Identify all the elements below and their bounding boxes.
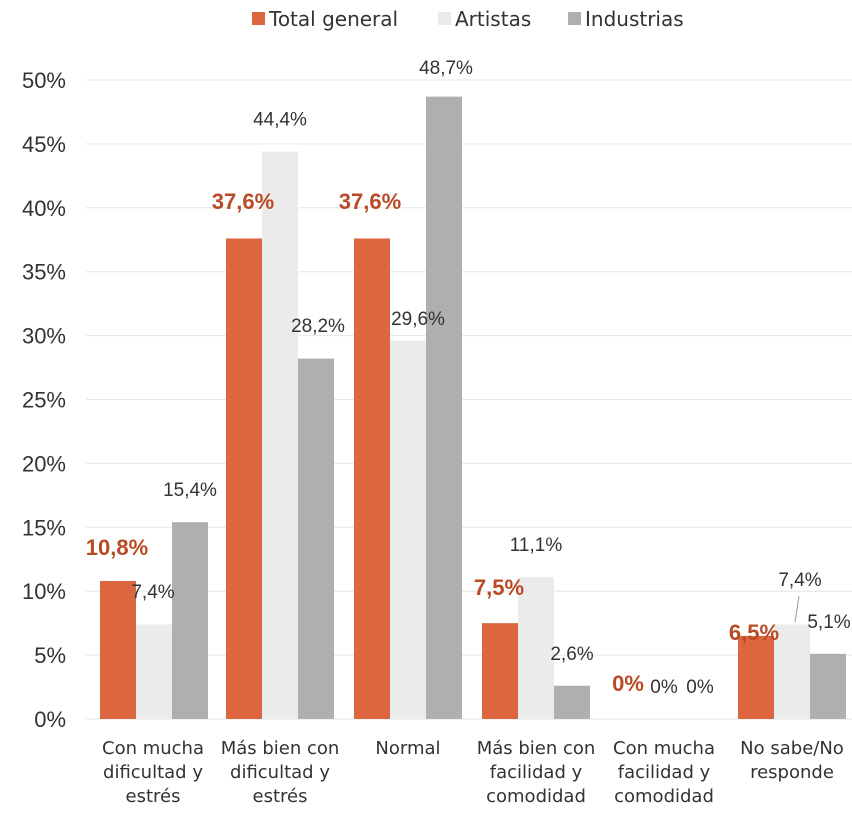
y-tick-label: 30% <box>22 324 66 349</box>
x-tick-label: estrés <box>126 786 181 807</box>
bar-industrias <box>426 96 462 719</box>
bar-total-general <box>100 580 136 719</box>
label-industrias: 2,6% <box>550 644 593 665</box>
bar-artistas <box>262 151 298 719</box>
bar-total-general <box>226 238 262 720</box>
label-industrias: 0% <box>686 677 714 698</box>
bar-industrias <box>810 653 846 719</box>
y-tick-label: 40% <box>22 196 66 221</box>
legend-label: Total general <box>268 7 398 31</box>
label-artistas: 7,4% <box>131 582 174 603</box>
x-tick-label: facilidad y <box>618 762 711 783</box>
bars <box>100 96 846 720</box>
x-tick-label: Normal <box>375 738 440 759</box>
x-tick-label: Más bien con <box>221 738 340 759</box>
legend-label: Industrias <box>585 7 684 31</box>
label-industrias: 15,4% <box>163 480 217 501</box>
label-artistas: 44,4% <box>253 110 307 131</box>
x-tick-label: No sabe/No <box>740 738 844 759</box>
data-labels: 10,8% 37,6% 37,6% 7,5% 0% 6,5% 7,4% 44,4% 29,6% 1… <box>86 58 851 698</box>
label-total-general: 37,6% <box>212 189 274 214</box>
legend-swatch <box>252 12 265 25</box>
bar-industrias <box>554 685 590 719</box>
legend-swatch <box>568 12 581 25</box>
x-tick-label: estrés <box>253 786 308 807</box>
legend-swatch <box>438 12 451 25</box>
x-axis: Con mucha dificultad y estrés Más bien con d… <box>102 738 844 807</box>
legend-label: Artistas <box>455 7 531 31</box>
label-industrias: 5,1% <box>807 612 850 633</box>
label-artistas: 0% <box>650 677 678 698</box>
bar-industrias <box>298 358 334 719</box>
label-artistas: 29,6% <box>391 309 445 330</box>
label-industrias: 28,2% <box>291 316 345 337</box>
y-tick-label: 15% <box>22 515 66 540</box>
x-tick-label: comodidad <box>614 786 714 807</box>
x-tick-label: facilidad y <box>490 762 583 783</box>
x-tick-label: Más bien con <box>477 738 596 759</box>
label-total-general: 7,5% <box>474 575 524 600</box>
y-tick-label: 5% <box>34 643 66 668</box>
label-artistas: 7,4% <box>778 570 821 591</box>
gridlines <box>86 79 852 720</box>
x-tick-label: Con mucha <box>102 738 204 759</box>
bar-artistas <box>518 577 554 719</box>
x-tick-label: Con mucha <box>613 738 715 759</box>
bar-artistas <box>390 340 426 719</box>
x-tick-label: dificultad y <box>230 762 330 783</box>
legend: Total general Artistas Industrias <box>252 7 684 31</box>
y-tick-label: 0% <box>34 707 66 732</box>
y-tick-label: 50% <box>22 68 66 93</box>
x-tick-label: comodidad <box>486 786 586 807</box>
y-tick-label: 20% <box>22 451 66 476</box>
label-total-general: 37,6% <box>339 189 401 214</box>
y-tick-label: 25% <box>22 388 66 413</box>
bar-total-general <box>738 635 774 719</box>
label-leader-line <box>794 595 800 623</box>
bar-total-general <box>354 238 390 720</box>
bar-artistas <box>774 624 810 719</box>
bar-total-general <box>482 623 518 719</box>
y-tick-label: 45% <box>22 132 66 157</box>
label-total-general: 6,5% <box>729 620 779 645</box>
label-total-general: 10,8% <box>86 535 148 560</box>
bar-artistas <box>136 624 172 719</box>
label-artistas: 11,1% <box>510 535 563 556</box>
y-tick-label: 35% <box>22 260 66 285</box>
y-tick-label: 10% <box>22 579 66 604</box>
label-total-general: 0% <box>612 671 644 696</box>
y-axis: 0% 5% 10% 15% 20% 25% 30% 35% 40% 45% 50% <box>22 68 66 732</box>
label-industrias: 48,7% <box>419 58 473 79</box>
bar-industrias <box>172 522 208 719</box>
x-tick-label: dificultad y <box>103 762 203 783</box>
x-tick-label: responde <box>750 762 834 783</box>
